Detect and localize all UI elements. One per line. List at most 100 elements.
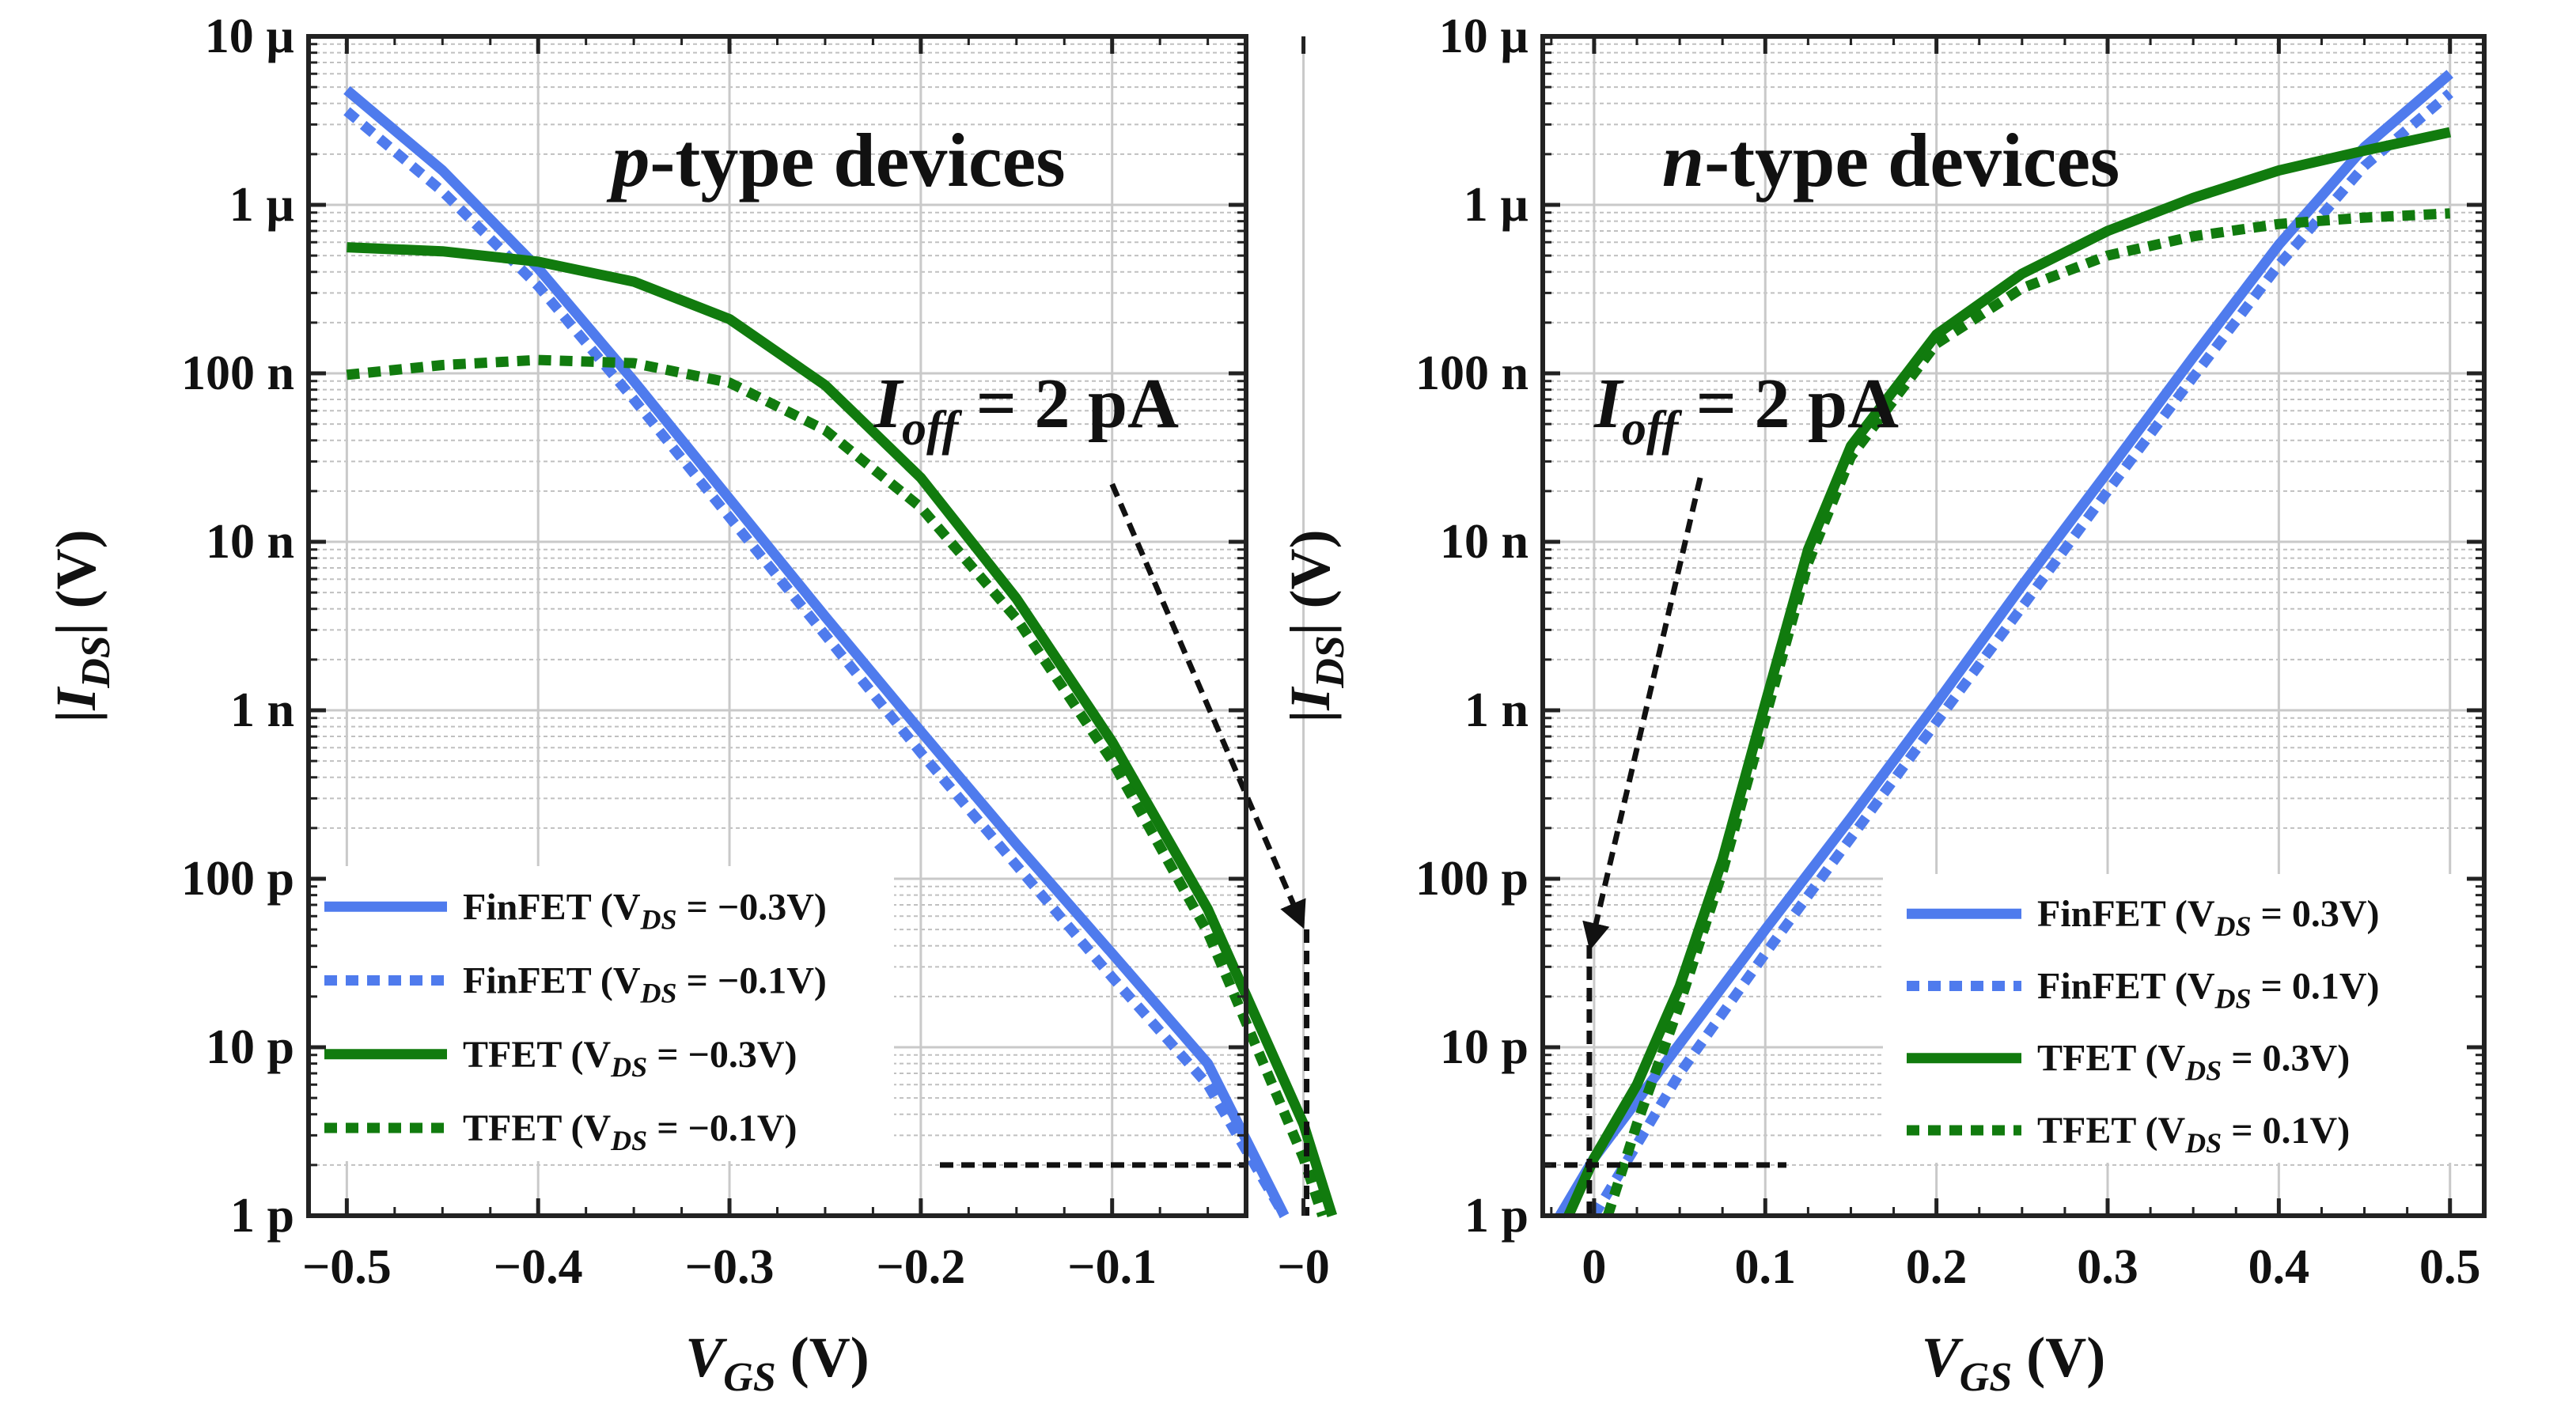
legend-tail: = −0.3V) — [647, 1034, 797, 1076]
y-tick-label: 10 n — [206, 515, 294, 569]
legend-entry-2: TFET (VDS = −0.3V) — [463, 1034, 797, 1083]
plot-frame — [1540, 34, 2487, 1218]
legend-tail: = −0.3V) — [677, 886, 827, 928]
y-tick-label: 1 p — [230, 1189, 294, 1243]
x-tick-label: 0.1 — [1735, 1240, 1797, 1294]
y-tick-label: 1 n — [1464, 683, 1529, 737]
y-tick-label: 100 p — [1415, 852, 1529, 906]
ylabel-main: I — [44, 686, 108, 711]
legend-name: TFET (V — [2037, 1038, 2185, 1080]
title-rest: -type devices — [650, 118, 1065, 202]
legend-tail: = −0.1V) — [677, 960, 827, 1002]
series-group — [343, 85, 1338, 1219]
y-axis-label: |IDS| (V) — [44, 529, 119, 722]
x-tick-label: 0 — [1582, 1240, 1606, 1294]
ioff-annotation: Ioff = 2 pA — [1593, 365, 1899, 456]
panel-p-type: 10 µ 1 µ 100 n 10 n 1 n 100 p 10 p 1 p−0.5 −0.4 −… — [44, 9, 1338, 1400]
series-group — [1555, 70, 2453, 1219]
y-tick-label: 10 n — [1440, 515, 1529, 569]
series-line-3 — [346, 354, 1328, 1218]
y-axis-label: |IDS| (V) — [1279, 529, 1353, 722]
legend-tail: = 0.3V) — [2252, 893, 2380, 935]
legend-entry-3: TFET (VDS = 0.1V) — [2037, 1110, 2350, 1159]
ioff-main: I — [873, 365, 904, 443]
ylabel-pre: | — [1279, 710, 1342, 723]
ioff-main: I — [1593, 365, 1624, 443]
legend-name: FinFET (V — [463, 886, 641, 928]
ylabel-main: I — [1279, 686, 1342, 711]
title-italic: n — [1662, 118, 1704, 202]
x-tick-label: −0.4 — [494, 1240, 583, 1294]
y-tick-label: 100 n — [181, 346, 294, 400]
legend-name: FinFET (V — [2037, 893, 2215, 935]
legend-sub: DS — [639, 978, 676, 1009]
ioff-rest: = 2 pA — [1678, 365, 1899, 443]
x-tick-label: −0.2 — [876, 1240, 965, 1294]
legend-entry-2: TFET (VDS = 0.3V) — [2037, 1038, 2350, 1087]
series-line-3 — [1603, 208, 2451, 1217]
y-tick-label: 10 p — [206, 1020, 294, 1074]
xlabel-main: V — [1922, 1326, 1964, 1389]
x-tick-label: −0.5 — [302, 1240, 392, 1294]
panel-title: p-type devices — [606, 118, 1065, 202]
legend-tail: = 0.1V) — [2252, 965, 2380, 1007]
legend-sub: DS — [639, 903, 676, 935]
panel-title: n-type devices — [1662, 118, 2120, 202]
legend-sub: DS — [2214, 910, 2251, 942]
x-ticks: 0 0.1 0.2 0.3 0.4 0.5 — [1550, 36, 2481, 1294]
legend: FinFET (VDS = −0.3V)FinFET (VDS = −0.1V)… — [324, 886, 827, 1156]
legend-name: FinFET (V — [463, 960, 641, 1002]
legend-tail: = 0.1V) — [2222, 1110, 2350, 1152]
series-line-1 — [1589, 89, 2453, 1219]
xlabel-sub: GS — [723, 1355, 775, 1400]
x-axis-label: VGS (V) — [1922, 1326, 2105, 1400]
y-tick-label: 1 n — [230, 683, 294, 737]
legend-name: TFET (V — [463, 1107, 611, 1149]
x-tick-label: 0.4 — [2248, 1240, 2310, 1294]
y-tick-label: 10 µ — [205, 9, 294, 63]
ylabel-post: | (V) — [1279, 529, 1342, 635]
legend-sub: DS — [610, 1125, 647, 1156]
x-tick-label: −0.3 — [685, 1240, 775, 1294]
series-line-2 — [347, 242, 1338, 1217]
ioff-arrow — [1582, 477, 1703, 951]
panel-n-type: 10 µ 1 µ 100 n 10 n 1 n 100 p 10 p 1 p 0 0.1 0.2 0.… — [1279, 9, 2487, 1400]
series-line-2 — [1563, 127, 2452, 1218]
y-tick-label: 10 p — [1440, 1020, 1529, 1074]
title-italic: p — [606, 118, 650, 202]
y-tick-label: 1 p — [1464, 1189, 1529, 1243]
legend-sub: DS — [610, 1051, 647, 1083]
ylabel-pre: | — [44, 710, 108, 723]
legend: FinFET (VDS = 0.3V)FinFET (VDS = 0.1V)TF… — [1907, 893, 2380, 1159]
y-ticks: 10 µ 1 µ 100 n 10 n 1 n 100 p 10 p 1 p — [1415, 9, 2484, 1243]
legend-name: TFET (V — [463, 1034, 611, 1076]
y-tick-label: 100 n — [1415, 346, 1529, 400]
legend-tail: = −0.1V) — [647, 1107, 797, 1149]
xlabel-unit: (V) — [776, 1326, 869, 1389]
ioff-guides — [1543, 477, 1786, 1216]
legend-sub: DS — [2184, 1055, 2222, 1087]
y-tick-label: 1 µ — [1464, 178, 1529, 232]
series-line-0 — [343, 85, 1290, 1218]
legend-background — [1883, 874, 2484, 1163]
y-ticks: 10 µ 1 µ 100 n 10 n 1 n 100 p 10 p 1 p — [181, 9, 1246, 1243]
y-tick-label: 10 µ — [1439, 9, 1529, 63]
legend-sub: DS — [2214, 982, 2251, 1014]
ioff-guides — [940, 482, 1310, 1216]
legend-entry-1: FinFET (VDS = −0.1V) — [463, 960, 827, 1009]
x-tick-label: −0.1 — [1067, 1240, 1157, 1294]
ioff-annotation: Ioff = 2 pA — [873, 365, 1179, 456]
ioff-rest: = 2 pA — [958, 365, 1179, 443]
legend-name: FinFET (V — [2037, 965, 2215, 1007]
y-tick-label: 100 p — [181, 852, 294, 906]
y-tick-label: 1 µ — [229, 178, 294, 232]
legend-name: TFET (V — [2037, 1110, 2185, 1152]
ylabel-post: | (V) — [44, 529, 108, 635]
x-tick-label: 0.3 — [2077, 1240, 2138, 1294]
ylabel-sub: DS — [74, 635, 119, 688]
x-tick-label: 0.5 — [2419, 1240, 2481, 1294]
legend-entry-1: FinFET (VDS = 0.1V) — [2037, 965, 2380, 1014]
ylabel-sub: DS — [1308, 635, 1353, 688]
ioff-sub: off — [902, 402, 963, 456]
